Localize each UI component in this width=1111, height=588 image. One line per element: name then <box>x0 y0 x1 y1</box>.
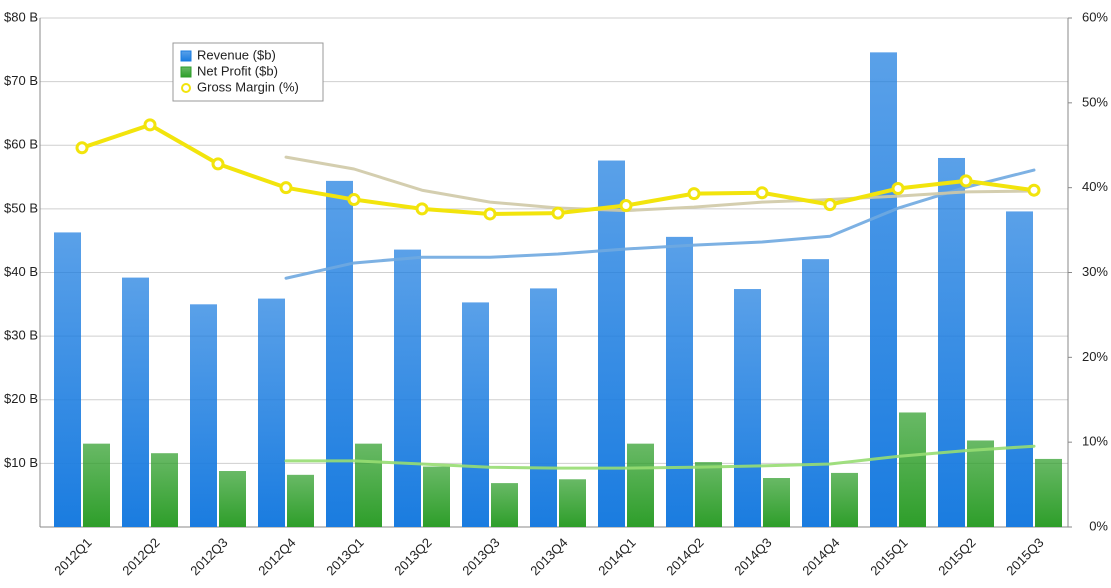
bar <box>1035 458 1062 527</box>
bar <box>530 288 557 527</box>
margin-point <box>1027 183 1041 197</box>
trend-line <box>284 155 1036 213</box>
legend-box <box>172 42 324 102</box>
trend-line <box>284 444 1036 470</box>
y2-tick-label: 30% <box>1082 264 1108 279</box>
bar <box>763 478 790 527</box>
y2-tick-label: 10% <box>1082 434 1108 449</box>
y2-tick-label: 50% <box>1082 94 1108 109</box>
y-tick-label: $30 B <box>4 328 38 343</box>
margin-point <box>823 198 837 212</box>
margin-point <box>211 157 225 171</box>
y-tick-label: $50 B <box>4 200 38 215</box>
x-tick-label: 2014Q3 <box>731 535 774 578</box>
bar <box>326 180 353 527</box>
bar <box>802 259 829 527</box>
bar <box>355 443 382 527</box>
x-tick-label: 2012Q3 <box>187 535 230 578</box>
x-tick-label: 2013Q3 <box>459 535 502 578</box>
bar <box>122 277 149 527</box>
legend-label: Revenue ($b) <box>197 47 276 62</box>
bar <box>734 289 761 527</box>
x-tick-label: 2012Q2 <box>119 535 162 578</box>
x-tick-label: 2015Q2 <box>935 535 978 578</box>
y2-tick-label: 0% <box>1089 518 1108 533</box>
bar <box>598 160 625 527</box>
bar <box>423 466 450 527</box>
bar <box>967 440 994 527</box>
bar <box>462 302 489 527</box>
margin-point <box>959 174 973 188</box>
bar <box>627 443 654 527</box>
bar <box>54 232 81 527</box>
bar <box>287 474 314 527</box>
margin-point <box>551 206 565 220</box>
margin-point <box>687 187 701 201</box>
y-tick-label: $10 B <box>4 455 38 470</box>
bar <box>695 462 722 527</box>
legend-label: Net Profit ($b) <box>197 63 278 78</box>
margin-point <box>143 118 157 132</box>
x-tick-label: 2014Q2 <box>663 535 706 578</box>
bar <box>151 453 178 527</box>
legend-swatch <box>181 83 191 93</box>
y-tick-label: $20 B <box>4 391 38 406</box>
margin-point <box>755 186 769 200</box>
margin-point <box>347 193 361 207</box>
bar <box>190 304 217 527</box>
bar <box>1006 211 1033 528</box>
bar <box>219 471 246 527</box>
legend-swatch <box>180 66 192 78</box>
y2-tick-label: 60% <box>1082 9 1108 24</box>
y-tick-label: $60 B <box>4 137 38 152</box>
x-tick-label: 2015Q1 <box>867 535 910 578</box>
bar <box>559 479 586 527</box>
x-tick-label: 2013Q1 <box>323 535 366 578</box>
margin-point <box>75 141 89 155</box>
trend-line <box>284 168 1036 280</box>
y2-tick-label: 20% <box>1082 349 1108 364</box>
bar <box>83 443 110 527</box>
x-tick-label: 2013Q2 <box>391 535 434 578</box>
y-tick-label: $40 B <box>4 264 38 279</box>
y-tick-label: $70 B <box>4 73 38 88</box>
bar <box>491 483 518 527</box>
bar <box>831 472 858 527</box>
x-tick-label: 2012Q1 <box>51 535 94 578</box>
y2-tick-label: 40% <box>1082 179 1108 194</box>
x-tick-label: 2013Q4 <box>527 535 570 578</box>
y-tick-label: $80 B <box>4 9 38 24</box>
bar <box>938 157 965 527</box>
bar <box>258 298 285 527</box>
bar <box>666 236 693 527</box>
legend-label: Gross Margin (%) <box>197 79 299 94</box>
margin-point <box>415 202 429 216</box>
x-tick-label: 2014Q4 <box>799 535 842 578</box>
margin-point <box>483 207 497 221</box>
bar <box>899 412 926 527</box>
x-tick-label: 2012Q4 <box>255 535 298 578</box>
margin-point <box>891 182 905 196</box>
margin-point <box>279 181 293 195</box>
bar <box>870 52 897 528</box>
legend-swatch <box>180 50 192 62</box>
x-tick-label: 2014Q1 <box>595 535 638 578</box>
x-tick-label: 2015Q3 <box>1003 535 1046 578</box>
margin-point <box>619 198 633 212</box>
bar <box>394 249 421 527</box>
